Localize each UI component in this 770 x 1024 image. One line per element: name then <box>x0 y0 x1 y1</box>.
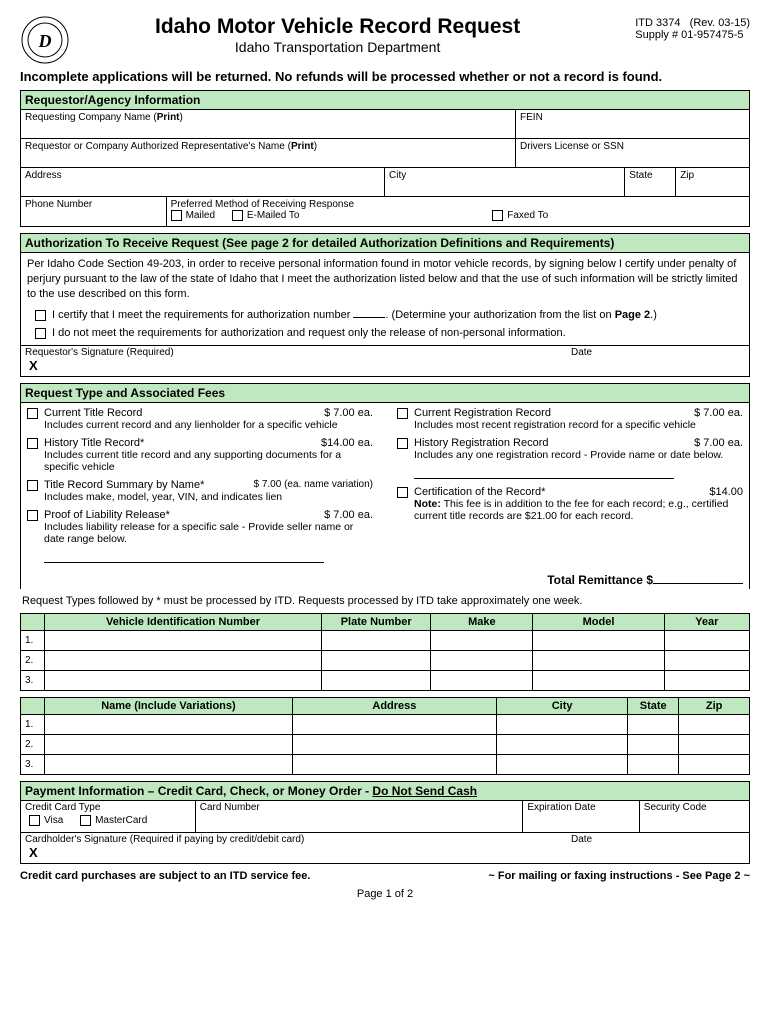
cert-text: I certify that I meet the requirements f… <box>52 309 657 321</box>
footer-left: Credit card purchases are subject to an … <box>20 870 310 882</box>
fee-liability-release[interactable]: Proof of Liability Release*$ 7.00 ea.Inc… <box>27 509 373 545</box>
emailed-checkbox[interactable]: E-Mailed To <box>232 210 300 221</box>
fee-history-title[interactable]: History Title Record*$14.00 ea.Includes … <box>27 437 373 473</box>
payment-section: Payment Information – Credit Card, Check… <box>20 781 750 864</box>
table-row[interactable]: 2. <box>21 650 750 670</box>
company-name-label: Requesting Company Name (Print) <box>25 112 511 123</box>
table-row[interactable]: 1. <box>21 630 750 650</box>
mastercard-checkbox[interactable]: MasterCard <box>80 815 147 826</box>
cardholder-sig-label: Cardholder's Signature (Required if payi… <box>25 834 563 845</box>
fees-footnote: Request Types followed by * must be proc… <box>22 595 750 607</box>
header: D Idaho Motor Vehicle Record Request Ida… <box>20 15 750 65</box>
table-row[interactable]: 2. <box>21 734 750 754</box>
auth-text: Per Idaho Code Section 49-203, in order … <box>21 253 749 306</box>
fee-history-reg[interactable]: History Registration Record$ 7.00 ea.Inc… <box>397 437 743 461</box>
cc-type-label: Credit Card Type <box>25 802 191 813</box>
rep-name-label: Requestor or Company Authorized Represen… <box>25 141 511 152</box>
address-label: Address <box>25 170 380 181</box>
auth-section: Authorization To Receive Request (See pa… <box>20 233 750 377</box>
fein-label: FEIN <box>520 112 745 123</box>
cert-checkbox-row[interactable]: I certify that I meet the requirements f… <box>21 306 749 324</box>
auth-header: Authorization To Receive Request (See pa… <box>21 234 749 253</box>
footer-right: ~ For mailing or faxing instructions - S… <box>488 870 750 882</box>
fee-current-title[interactable]: Current Title Record$ 7.00 ea.Includes c… <box>27 407 373 431</box>
page-subtitle: Idaho Transportation Department <box>40 39 635 55</box>
supply-number: Supply # 01-957475-5 <box>635 29 743 41</box>
nocert-checkbox-row[interactable]: I do not meet the requirements for autho… <box>21 324 749 345</box>
vin-header: Vehicle Identification Number <box>45 613 322 630</box>
zip-header: Zip <box>679 697 750 714</box>
dl-ssn-label: Drivers License or SSN <box>520 141 745 152</box>
table-row[interactable]: 3. <box>21 670 750 690</box>
city-label: City <box>389 170 620 181</box>
state-label: State <box>629 170 671 181</box>
auth-date-label: Date <box>571 347 745 358</box>
mailed-checkbox[interactable]: Mailed <box>171 210 215 221</box>
sig-x: X <box>25 358 563 375</box>
requestor-section: Requestor/Agency Information Requesting … <box>20 90 750 227</box>
sec-label: Security Code <box>644 802 745 813</box>
phone-label: Phone Number <box>25 199 162 210</box>
cardholder-sig-x: X <box>25 845 563 862</box>
faxed-checkbox[interactable]: Faxed To <box>492 210 548 221</box>
payment-date-label: Date <box>571 834 745 845</box>
table-row[interactable]: 1. <box>21 714 750 734</box>
visa-checkbox[interactable]: Visa <box>29 815 63 826</box>
vehicle-table: Vehicle Identification Number Plate Numb… <box>20 613 750 691</box>
make-header: Make <box>431 613 533 630</box>
zip-label: Zip <box>680 170 745 181</box>
plate-header: Plate Number <box>322 613 431 630</box>
sig-label: Requestor's Signature (Required) <box>25 347 563 358</box>
model-header: Model <box>533 613 664 630</box>
cc-num-label: Card Number <box>200 802 519 813</box>
notice-text: Incomplete applications will be returned… <box>20 69 750 84</box>
state-header: State <box>628 697 679 714</box>
fee-current-reg[interactable]: Current Registration Record$ 7.00 ea.Inc… <box>397 407 743 431</box>
fees-header: Request Type and Associated Fees <box>21 384 749 403</box>
total-remittance: Total Remittance $ <box>21 570 749 589</box>
form-id: ITD 3374 <box>635 17 680 29</box>
city-header: City <box>496 697 627 714</box>
fee-certification[interactable]: Certification of the Record*$14.00Note: … <box>397 486 743 522</box>
name-table: Name (Include Variations) Address City S… <box>20 697 750 775</box>
nocert-text: I do not meet the requirements for autho… <box>52 327 566 339</box>
payment-header: Payment Information – Credit Card, Check… <box>21 782 749 801</box>
name-header: Name (Include Variations) <box>45 697 293 714</box>
table-row[interactable]: 3. <box>21 754 750 774</box>
footer-line: Credit card purchases are subject to an … <box>20 870 750 882</box>
doc-meta: ITD 3374 (Rev. 03-15) Supply # 01-957475… <box>635 17 750 41</box>
addr-header: Address <box>292 697 496 714</box>
title-block: Idaho Motor Vehicle Record Request Idaho… <box>40 15 635 55</box>
fee-summary-by-name[interactable]: Title Record Summary by Name*$ 7.00 (ea.… <box>27 479 373 503</box>
year-header: Year <box>664 613 749 630</box>
method-label: Preferred Method of Receiving Response <box>171 199 745 210</box>
page-title: Idaho Motor Vehicle Record Request <box>40 15 635 39</box>
exp-label: Expiration Date <box>527 802 634 813</box>
fees-section: Request Type and Associated Fees Current… <box>20 383 750 589</box>
form-revision: (Rev. 03-15) <box>690 17 750 29</box>
page-number: Page 1 of 2 <box>20 888 750 900</box>
requestor-header: Requestor/Agency Information <box>21 91 749 110</box>
